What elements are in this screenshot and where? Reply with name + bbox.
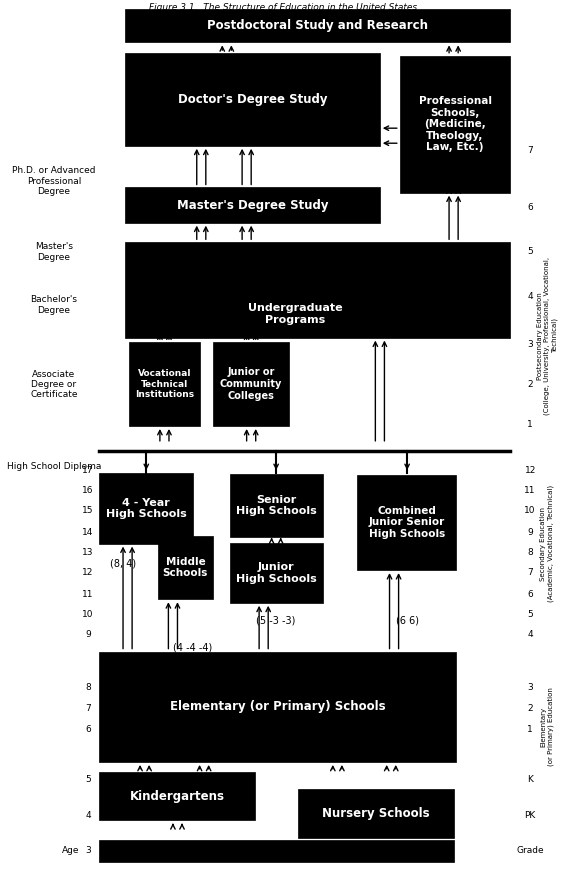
- Text: 15: 15: [82, 507, 94, 515]
- Bar: [213, 342, 289, 426]
- Text: 1: 1: [527, 420, 533, 429]
- Text: 2: 2: [527, 380, 533, 389]
- Text: 3: 3: [85, 846, 91, 855]
- Bar: [125, 53, 380, 146]
- Text: Combined
Junior Senior
High Schools: Combined Junior Senior High Schools: [369, 506, 445, 539]
- Text: 4: 4: [527, 292, 533, 301]
- Text: 4 - Year
High Schools: 4 - Year High Schools: [105, 498, 187, 519]
- Text: 10: 10: [524, 507, 536, 515]
- Text: Elementary (or Primary) Schools: Elementary (or Primary) Schools: [170, 700, 386, 713]
- Text: Undergraduate
Programs: Undergraduate Programs: [248, 303, 342, 324]
- Text: 5: 5: [527, 610, 533, 619]
- Text: 12: 12: [524, 466, 536, 475]
- Bar: [230, 543, 323, 603]
- Text: 9: 9: [527, 528, 533, 537]
- Text: High School Diploma: High School Diploma: [7, 462, 101, 471]
- Text: 13: 13: [82, 548, 94, 557]
- Text: 3: 3: [527, 683, 533, 692]
- Text: Postdoctoral Study and Research: Postdoctoral Study and Research: [207, 19, 428, 32]
- Text: 5: 5: [527, 248, 533, 256]
- Text: (5 -3 -3): (5 -3 -3): [256, 615, 296, 626]
- Text: 8: 8: [527, 548, 533, 557]
- Text: (6 6): (6 6): [396, 615, 418, 626]
- Text: (8, 4): (8, 4): [110, 559, 136, 569]
- Text: Middle
Schools: Middle Schools: [163, 557, 208, 578]
- Text: 6: 6: [527, 590, 533, 598]
- Text: Senior
High Schools: Senior High Schools: [236, 495, 317, 516]
- Bar: [357, 475, 456, 570]
- Text: 4: 4: [85, 811, 91, 819]
- Text: 5: 5: [85, 775, 91, 784]
- Text: Bachelor's
Degree: Bachelor's Degree: [31, 295, 77, 315]
- Text: Kindergartens: Kindergartens: [130, 789, 225, 803]
- Text: Age: Age: [62, 846, 79, 855]
- Text: Ph.D. or Advanced
Professional
Degree: Ph.D. or Advanced Professional Degree: [12, 166, 96, 196]
- Text: 2: 2: [527, 705, 533, 713]
- Text: 14: 14: [82, 528, 94, 537]
- Text: 7: 7: [527, 146, 533, 155]
- Text: Figure 3.1.  The Structure of Education in the United States: Figure 3.1. The Structure of Education i…: [150, 3, 417, 11]
- Bar: [125, 9, 510, 42]
- Text: 11: 11: [82, 590, 94, 598]
- Text: 9: 9: [85, 630, 91, 639]
- Text: Junior
High Schools: Junior High Schools: [236, 562, 317, 583]
- Text: K: K: [527, 775, 533, 784]
- Text: 16: 16: [82, 486, 94, 495]
- Text: Elementary
(or Primary) Education: Elementary (or Primary) Education: [540, 687, 554, 766]
- Text: (4 -4 -4): (4 -4 -4): [173, 642, 213, 652]
- Text: 6: 6: [527, 203, 533, 212]
- Bar: [99, 840, 454, 862]
- Bar: [125, 242, 510, 338]
- Text: Junior or
Community
Colleges: Junior or Community Colleges: [219, 368, 282, 400]
- Text: 12: 12: [82, 568, 94, 577]
- Text: Professional
Schools,
(Medicine,
Theology,
Law, Etc.): Professional Schools, (Medicine, Theolog…: [418, 96, 492, 152]
- Text: Associate
Degree or
Certificate: Associate Degree or Certificate: [30, 370, 78, 400]
- Text: 6: 6: [85, 725, 91, 734]
- Text: 10: 10: [82, 610, 94, 619]
- Bar: [298, 789, 454, 838]
- Bar: [99, 652, 456, 762]
- Text: 4: 4: [527, 630, 533, 639]
- Bar: [400, 56, 510, 193]
- Text: Postsecondary Education
(College, University, Professional, Vocational,
Technica: Postsecondary Education (College, Univer…: [536, 257, 558, 415]
- Text: Nursery Schools: Nursery Schools: [322, 807, 429, 820]
- Text: 1: 1: [527, 725, 533, 734]
- Bar: [125, 187, 380, 223]
- Bar: [230, 474, 323, 537]
- Text: 7: 7: [527, 568, 533, 577]
- Text: PK: PK: [524, 811, 536, 819]
- Text: 7: 7: [85, 705, 91, 713]
- Bar: [99, 772, 255, 820]
- Text: Vocational
Technical
Institutions: Vocational Technical Institutions: [135, 370, 194, 399]
- Bar: [129, 342, 200, 426]
- Text: 8: 8: [85, 683, 91, 692]
- Text: 3: 3: [527, 340, 533, 349]
- Text: Master's Degree Study: Master's Degree Study: [176, 199, 328, 211]
- Text: Master's
Degree: Master's Degree: [35, 242, 73, 262]
- Bar: [158, 536, 213, 599]
- Text: Secondary Education
(Academic, Vocational, Technical): Secondary Education (Academic, Vocationa…: [540, 485, 554, 602]
- Text: Doctor's Degree Study: Doctor's Degree Study: [177, 93, 327, 106]
- Text: Grade: Grade: [517, 846, 544, 855]
- Text: 11: 11: [524, 486, 536, 495]
- Text: 17: 17: [82, 466, 94, 475]
- Bar: [99, 473, 193, 544]
